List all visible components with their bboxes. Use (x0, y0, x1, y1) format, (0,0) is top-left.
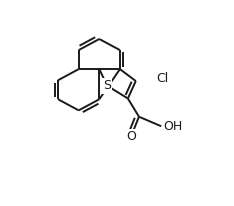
Text: Cl: Cl (156, 72, 169, 85)
Text: O: O (126, 130, 136, 143)
Text: S: S (103, 79, 111, 92)
Text: OH: OH (163, 120, 182, 133)
